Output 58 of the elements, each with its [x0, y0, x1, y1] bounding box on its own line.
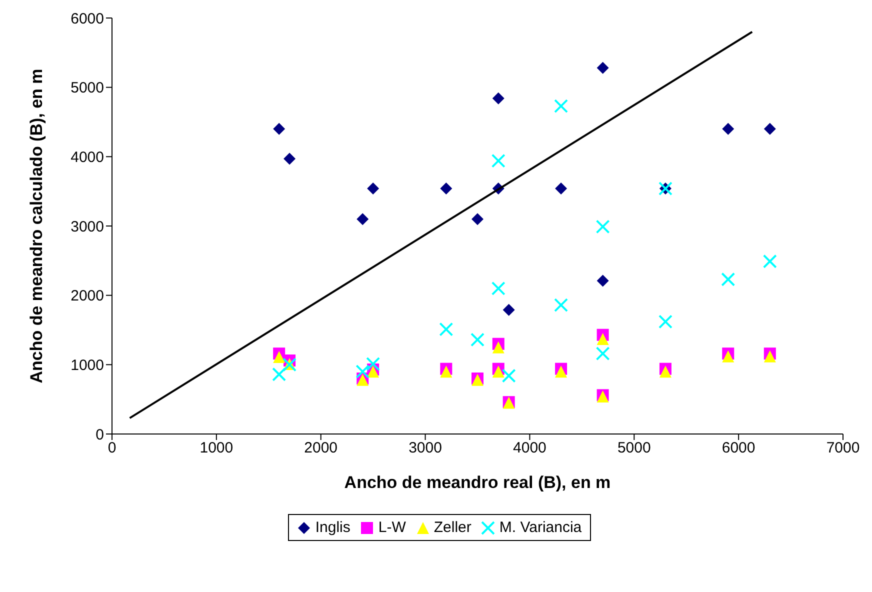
point — [502, 368, 516, 383]
point — [658, 314, 672, 329]
point — [554, 99, 568, 114]
y-tick-label: 0 — [96, 426, 104, 444]
legend-label: L-W — [378, 519, 406, 536]
point — [596, 274, 609, 287]
point — [762, 254, 777, 268]
point — [356, 213, 369, 226]
y-tick-label: 3000 — [70, 218, 104, 236]
y-tick-label: 4000 — [70, 148, 104, 166]
point — [284, 152, 296, 165]
point — [440, 182, 452, 195]
point — [596, 220, 610, 234]
y-tick-label: 1000 — [70, 356, 104, 374]
point — [272, 367, 286, 382]
point — [764, 350, 776, 362]
point — [554, 298, 568, 312]
x-axis-title: Ancho de meandro real (B), en m — [344, 473, 611, 492]
point — [722, 350, 734, 362]
point — [356, 364, 370, 379]
legend-label: Inglis — [315, 519, 350, 536]
point — [492, 366, 504, 378]
point — [659, 366, 672, 378]
y-tick-label: 2000 — [70, 288, 104, 305]
x-tick-label: 1000 — [200, 440, 234, 457]
point — [439, 322, 454, 336]
point — [273, 122, 286, 135]
point — [764, 122, 776, 135]
point — [440, 366, 452, 378]
point — [366, 356, 380, 371]
point — [721, 272, 736, 286]
point — [472, 213, 484, 226]
point — [596, 333, 609, 346]
y-axis-title: Ancho de meandro calculado (B), en m — [27, 68, 46, 384]
legend-label: M. Variancia — [499, 519, 582, 536]
y-tick-label: 5000 — [70, 80, 104, 97]
point — [367, 182, 380, 195]
x-tick-label: 7000 — [826, 440, 860, 457]
x-tick-label: 4000 — [513, 440, 546, 457]
point — [492, 341, 504, 354]
point — [555, 366, 568, 378]
x-tick-label: 3000 — [408, 440, 442, 457]
point — [596, 62, 609, 74]
point — [555, 182, 568, 195]
point — [273, 351, 286, 364]
point — [470, 332, 484, 347]
point — [491, 281, 506, 296]
y-tick-label: 6000 — [70, 10, 104, 28]
x-tick-label: 6000 — [722, 440, 756, 457]
point — [722, 122, 734, 135]
x-tick-label: 5000 — [617, 440, 651, 457]
legend-label: Zeller — [434, 519, 472, 536]
x-tick-label: 0 — [108, 440, 116, 457]
point — [492, 92, 504, 104]
point — [502, 304, 515, 316]
point — [596, 346, 610, 361]
point — [491, 154, 506, 168]
x-tick-label: 2000 — [304, 440, 338, 457]
